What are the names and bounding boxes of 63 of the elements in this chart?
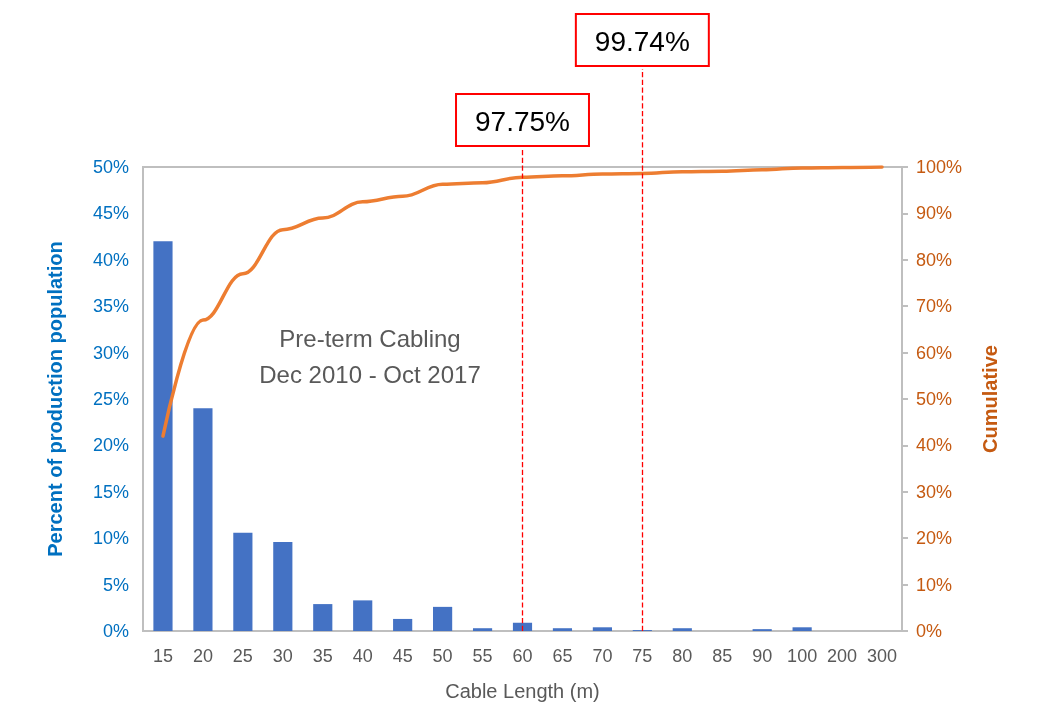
bar <box>233 532 253 631</box>
x-tick-label: 30 <box>272 646 293 666</box>
y2-tick-label: 100% <box>916 157 963 177</box>
annotation: Pre-term Cabling <box>279 324 461 352</box>
y2-tick-label: 0% <box>916 621 943 641</box>
y-tick-label: 30% <box>92 342 129 363</box>
y2-tick-label: 20% <box>916 528 953 549</box>
x-tick-label: 75 <box>632 646 653 666</box>
x-tick-label: 80 <box>672 646 693 666</box>
bar <box>472 628 493 631</box>
x-tick-label: 35 <box>312 646 333 666</box>
y-tick-label: 5% <box>102 574 129 595</box>
ref-line-label: 97.75% <box>475 105 570 137</box>
x-tick-label: 25 <box>232 646 253 666</box>
bar <box>393 618 413 631</box>
x-tick-label: 70 <box>592 646 613 666</box>
y2-axis-title: Cumulative <box>979 345 1001 453</box>
y2-tick-label: 90% <box>916 203 953 224</box>
x-tick-label: 40 <box>352 646 373 666</box>
y2-tick-label: 40% <box>916 435 953 456</box>
bar <box>552 628 573 631</box>
bar <box>313 604 333 631</box>
y-tick-label: 40% <box>92 249 129 270</box>
line-series <box>161 165 884 438</box>
x-tick-label: 300 <box>867 646 898 666</box>
x-tick-label: 20 <box>192 646 213 666</box>
x-tick-label: 15 <box>152 646 173 666</box>
y-tick-label: 20% <box>92 435 129 456</box>
y-tick-label: 0% <box>102 621 129 641</box>
x-tick-label: 60 <box>512 646 533 666</box>
bar <box>273 541 293 631</box>
x-tick-label: 50 <box>432 646 453 666</box>
bar <box>153 241 173 631</box>
x-tick-label: 90 <box>752 646 773 666</box>
bar <box>792 627 812 631</box>
y-tick-label: 10% <box>92 528 129 549</box>
y2-tick-label: 60% <box>916 342 953 363</box>
y-axis-title: Percent of production population <box>44 241 66 557</box>
bar <box>353 600 373 631</box>
y-tick-label: 50% <box>92 157 129 177</box>
x-tick-label: 85 <box>712 646 733 666</box>
bar <box>672 628 692 631</box>
y2-tick-label: 50% <box>916 389 953 409</box>
ref-line-label: 99.74% <box>594 25 690 57</box>
y-tick-label: 15% <box>92 481 129 502</box>
x-axis-title: Cable Length (m) <box>445 680 600 702</box>
bar <box>193 408 213 631</box>
y2-tick-label: 30% <box>916 481 953 502</box>
y2-tick-label: 10% <box>916 574 953 595</box>
x-tick-label: 200 <box>827 646 858 666</box>
x-tick-label: 65 <box>552 646 573 666</box>
y-tick-label: 45% <box>92 203 129 224</box>
x-tick-label: 100 <box>787 646 818 666</box>
y2-tick-label: 80% <box>916 249 953 270</box>
annotation: Dec 2010 - Oct 2017 <box>259 360 481 388</box>
x-tick-label: 45 <box>392 646 413 666</box>
x-tick-label: 55 <box>472 646 493 666</box>
y-tick-label: 35% <box>92 296 129 317</box>
bar <box>512 622 533 631</box>
y2-tick-label: 70% <box>916 296 953 317</box>
bar <box>592 627 612 631</box>
bar <box>433 606 453 631</box>
y-tick-label: 25% <box>92 389 129 409</box>
